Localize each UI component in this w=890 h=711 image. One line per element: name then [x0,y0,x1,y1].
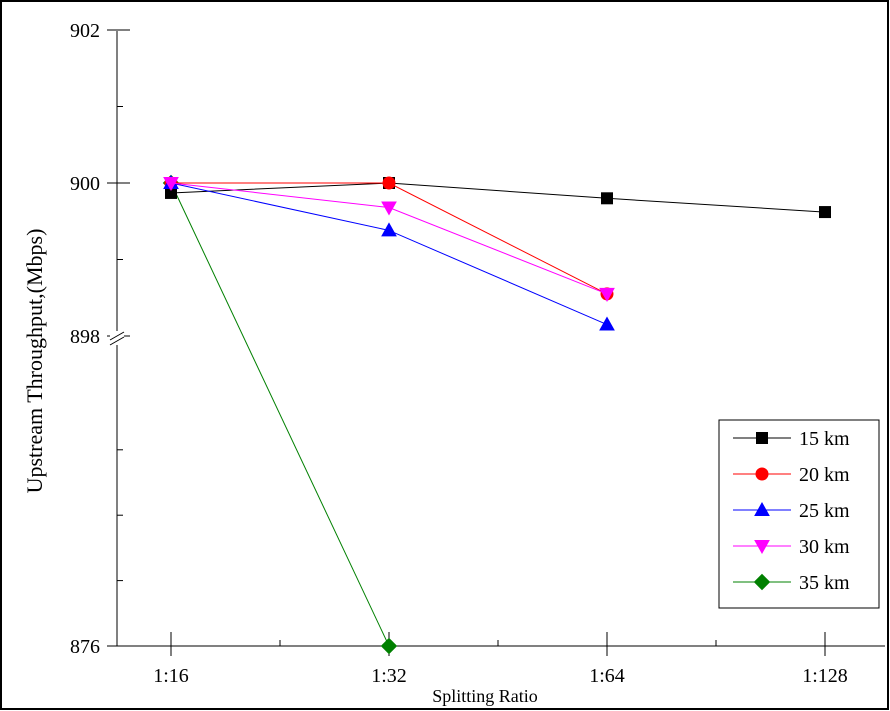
x-tick-label: 1:32 [371,665,407,687]
data-point [819,206,831,219]
y-tick-label: 902 [70,20,100,42]
series-line [170,182,826,213]
y-tick-label: 898 [70,326,100,348]
data-point [382,176,396,190]
legend-marker [756,432,768,444]
data-point [381,222,397,237]
legend-entry: 35 km [733,572,850,594]
legend-entry: 25 km [733,500,850,522]
series-30-km [163,177,615,302]
legend-marker [754,501,770,516]
legend-marker [755,467,769,481]
legend-box [718,419,880,609]
data-point [601,192,613,205]
series-25-km [163,174,615,331]
data-point [381,201,397,216]
x-ticks: 1:16 1:32 1:64 1:128 [153,632,848,687]
legend-marker [753,573,771,591]
y-axis-title: Upstream Throughput,(Mbps) [22,229,47,494]
legend-label: 20 km [799,464,850,486]
data-point [163,177,179,192]
data-point [599,287,615,302]
legend-label: 30 km [799,536,850,558]
series-line [170,182,390,647]
legend-entry: 15 km [733,428,850,450]
x-tick-label: 1:128 [802,665,848,687]
y-ticks: 876 898 900 902 [70,20,130,658]
legend-marker [754,540,770,555]
data-point [599,316,615,331]
series-layer [162,174,831,655]
x-axis-title: Splitting Ratio [432,686,538,706]
x-tick-label: 1:64 [589,665,625,687]
y-tick-label: 876 [70,636,100,658]
x-tick-label: 1:16 [153,665,189,687]
legend: 15 km 20 km 25 km 30 km 35 km [718,419,880,609]
legend-label: 35 km [799,572,850,594]
y-tick-label: 900 [70,173,100,195]
legend-entry: 20 km [733,464,850,486]
legend-label: 15 km [799,428,850,450]
data-point [380,637,398,655]
legend-entry: 30 km [733,536,850,558]
legend-label: 25 km [799,500,850,522]
axis-break [109,331,125,346]
